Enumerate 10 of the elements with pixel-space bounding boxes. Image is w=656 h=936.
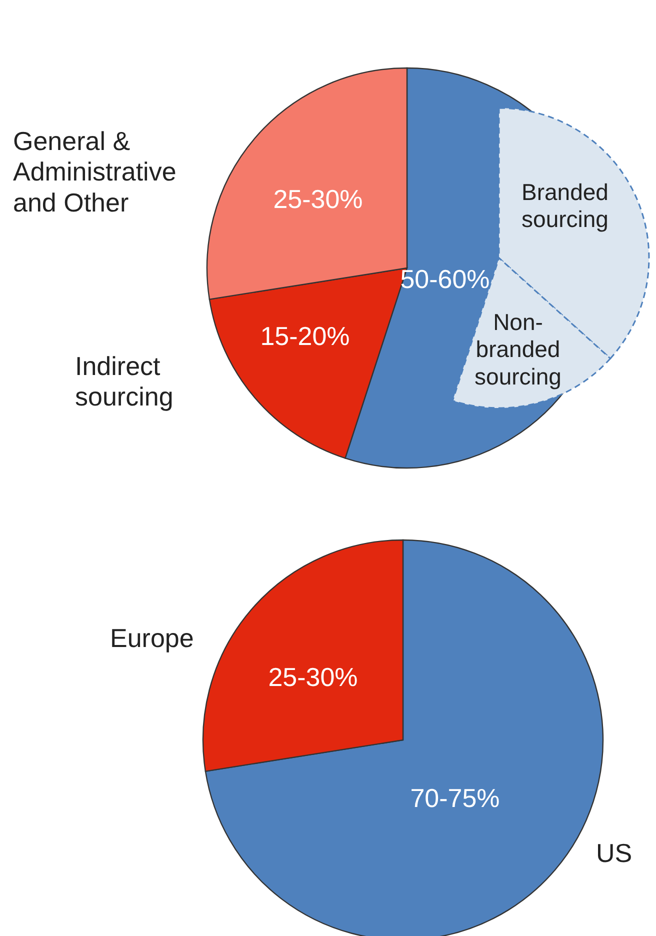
slice-label: Europe <box>110 623 194 653</box>
text: 25-30% <box>268 662 358 692</box>
text: 70-75% <box>410 783 500 813</box>
slice-label: Branded sourcing <box>522 179 608 232</box>
slice-label: Non-branded sourcing <box>474 309 562 390</box>
slice-label: General & Administrative and Other <box>13 126 176 218</box>
slice-label: US <box>596 838 632 868</box>
text: 25-30% <box>273 184 363 214</box>
text: 15-20% <box>260 321 350 351</box>
slice-label: Indirect sourcing <box>75 351 174 412</box>
